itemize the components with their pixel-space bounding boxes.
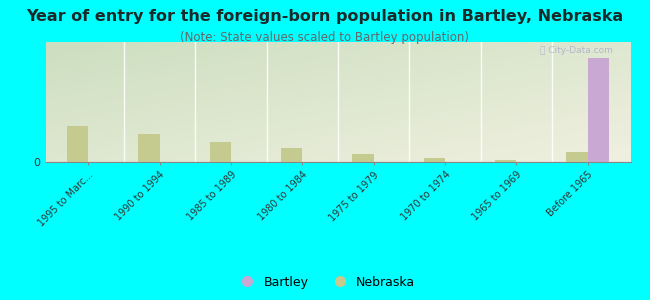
Bar — [352, 154, 374, 162]
Text: Year of entry for the foreign-born population in Bartley, Nebraska: Year of entry for the foreign-born popul… — [27, 9, 623, 24]
Text: (Note: State values scaled to Bartley population): (Note: State values scaled to Bartley po… — [181, 32, 469, 44]
Bar — [281, 148, 302, 162]
Bar — [209, 142, 231, 162]
Text: ⓐ City-Data.com: ⓐ City-Data.com — [540, 46, 613, 55]
Bar — [424, 158, 445, 162]
Bar — [566, 152, 588, 162]
Bar — [588, 58, 609, 162]
Bar — [138, 134, 160, 162]
Bar — [495, 160, 516, 162]
Legend: Bartley, Nebraska: Bartley, Nebraska — [230, 271, 420, 294]
Bar — [67, 126, 88, 162]
